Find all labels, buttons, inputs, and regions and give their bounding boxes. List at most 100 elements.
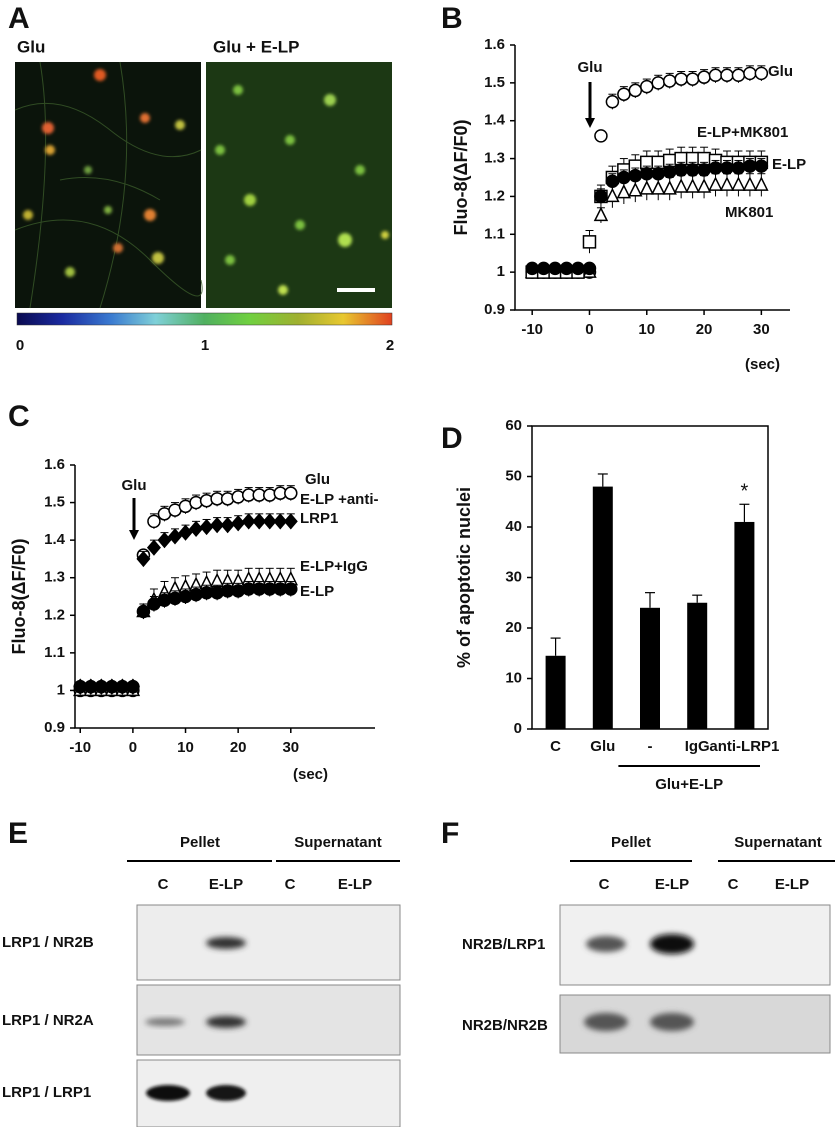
y-tick-label: 50 xyxy=(505,467,522,484)
marker xyxy=(571,261,585,276)
y-tick-label: 1 xyxy=(497,263,505,280)
bar xyxy=(687,602,708,729)
marker xyxy=(743,159,757,173)
y-tick-label: 0.9 xyxy=(484,301,505,318)
series-label: MK801 xyxy=(725,204,773,221)
marker xyxy=(742,176,758,191)
x-tick-label: 20 xyxy=(696,321,713,338)
marker xyxy=(639,180,654,195)
series-label: E-LP xyxy=(772,156,806,173)
y-axis-label: Fluo-8(ΔF/F0) xyxy=(451,120,471,236)
marker xyxy=(582,235,597,249)
bar xyxy=(640,607,660,729)
micrograph-left xyxy=(14,61,203,309)
marker xyxy=(548,261,562,276)
marker xyxy=(147,514,161,529)
x-tick-label: -10 xyxy=(69,739,91,756)
marker xyxy=(696,178,712,193)
marker xyxy=(651,76,665,90)
y-tick-label: 0 xyxy=(514,720,522,737)
marker xyxy=(754,176,769,191)
series-label: Glu xyxy=(305,471,330,488)
marker xyxy=(199,518,214,536)
colorbar-tick-label: 0 xyxy=(16,337,24,354)
y-tick-label: 1.2 xyxy=(484,187,505,204)
y-tick-label: 1.4 xyxy=(484,112,506,129)
y-tick-label: 30 xyxy=(505,568,522,585)
row-label: LRP1 / NR2A xyxy=(2,1012,94,1029)
group-label: Supernatant xyxy=(294,834,382,851)
x-tick-label: IgG xyxy=(685,738,710,755)
panel-letter: E xyxy=(8,817,28,850)
colorbar-tick-label: 1 xyxy=(201,337,209,354)
row-label: NR2B/LRP1 xyxy=(462,936,545,953)
marker xyxy=(651,180,666,195)
series-label: E-LP xyxy=(300,583,334,600)
marker xyxy=(708,68,723,83)
annotation: Glu xyxy=(122,477,147,494)
marker xyxy=(628,182,643,197)
y-tick-label: 1.3 xyxy=(484,150,505,167)
annotation-arrowhead xyxy=(129,530,139,540)
colorbar-tick-label: 2 xyxy=(386,337,394,354)
marker xyxy=(262,513,277,530)
marker xyxy=(720,161,734,175)
y-tick-label: 1.4 xyxy=(44,531,66,548)
blot xyxy=(136,904,401,1127)
lane-label: E-LP xyxy=(775,876,809,893)
series-label: Glu xyxy=(768,63,793,80)
y-tick-label: 10 xyxy=(505,669,522,686)
marker xyxy=(731,161,746,175)
marker xyxy=(662,165,677,179)
x-tick-label: 0 xyxy=(585,321,593,338)
marker xyxy=(146,539,161,556)
marker xyxy=(719,176,735,191)
marker xyxy=(708,176,723,191)
y-tick-label: 60 xyxy=(505,417,522,434)
y-tick-label: 1.5 xyxy=(44,494,65,511)
marker xyxy=(593,206,609,222)
blot xyxy=(559,904,831,1054)
group-label: Pellet xyxy=(611,834,651,851)
x-tick-label: 0 xyxy=(129,739,137,756)
lane-label: E-LP xyxy=(209,876,243,893)
group-label: Supernatant xyxy=(734,834,822,851)
x-tick-label: 10 xyxy=(177,739,194,756)
series-label: E-LP+MK801 xyxy=(697,124,788,141)
annotation: * xyxy=(741,481,749,503)
marker xyxy=(605,187,620,203)
marker xyxy=(136,550,151,568)
panel-letter: F xyxy=(441,817,459,850)
x-tick-label: -10 xyxy=(521,321,543,338)
lane-label: E-LP xyxy=(655,876,689,893)
marker xyxy=(189,520,204,538)
marker xyxy=(708,161,723,175)
x-tick-label: anti-LRP1 xyxy=(709,738,779,755)
chart: 0.9 1 1.1 1.2 1.3 1.4 1.5 1.6 Fluo-8(ΔF/F0) B -10 0… xyxy=(441,2,806,373)
marker xyxy=(220,516,235,534)
marker xyxy=(525,261,539,276)
marker xyxy=(617,87,631,101)
x-tick-label: 30 xyxy=(753,321,770,338)
annotation-arrowhead xyxy=(585,118,595,128)
y-tick-label: 1.5 xyxy=(484,74,505,91)
panel-letter: A xyxy=(8,2,30,35)
x-tick-label: 10 xyxy=(638,321,655,338)
y-tick-label: 1.6 xyxy=(44,456,65,473)
marker xyxy=(178,524,193,541)
bar xyxy=(592,486,613,729)
x-tick-label: 30 xyxy=(282,739,299,756)
y-tick-label: 1.1 xyxy=(484,225,505,242)
y-tick-label: 0.9 xyxy=(44,719,65,736)
marker xyxy=(628,83,643,98)
x-tick-label: C xyxy=(550,738,561,755)
x-tick-label: 20 xyxy=(230,739,247,756)
marker xyxy=(685,163,700,177)
marker xyxy=(651,166,665,181)
marker xyxy=(674,72,688,86)
row-label: LRP1 / NR2B xyxy=(2,934,94,951)
panel-letter: B xyxy=(441,2,463,35)
marker xyxy=(605,95,620,109)
colorbar xyxy=(16,312,393,326)
marker xyxy=(640,79,654,94)
